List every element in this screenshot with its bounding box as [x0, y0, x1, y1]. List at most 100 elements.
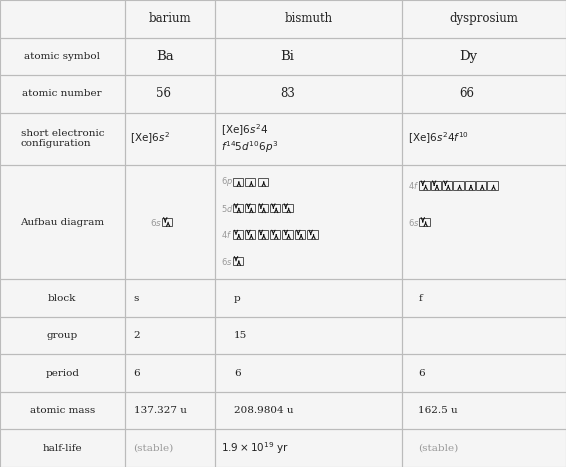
Bar: [442, 181, 452, 190]
Text: atomic symbol: atomic symbol: [24, 52, 100, 61]
Bar: [0, 430, 125, 467]
Bar: [0, 165, 125, 279]
Text: $5d$: $5d$: [221, 203, 233, 214]
Text: barium: barium: [148, 12, 191, 25]
Bar: [215, 279, 402, 317]
Text: group: group: [46, 331, 78, 340]
Text: (stable): (stable): [134, 444, 174, 453]
Bar: [215, 392, 402, 430]
Bar: [215, 37, 402, 75]
Text: Ba: Ba: [156, 50, 174, 63]
Bar: [402, 75, 566, 113]
Text: $6s$: $6s$: [221, 255, 232, 267]
Text: (stable): (stable): [418, 444, 458, 453]
Bar: [431, 181, 441, 190]
Bar: [215, 165, 402, 279]
Text: block: block: [48, 294, 76, 303]
Bar: [419, 218, 430, 226]
Bar: [258, 204, 268, 212]
Bar: [270, 230, 280, 239]
Bar: [0, 37, 125, 75]
Bar: [270, 204, 280, 212]
Bar: [402, 0, 566, 37]
Text: atomic mass: atomic mass: [29, 406, 95, 415]
Bar: [0, 317, 125, 354]
Bar: [465, 181, 475, 190]
Text: $4f$: $4f$: [221, 229, 232, 240]
Bar: [402, 113, 566, 165]
Bar: [476, 181, 486, 190]
Text: f: f: [418, 294, 422, 303]
Bar: [295, 230, 305, 239]
Bar: [125, 0, 215, 37]
Text: 15: 15: [234, 331, 247, 340]
Text: 66: 66: [460, 87, 474, 100]
Text: Dy: Dy: [460, 50, 478, 63]
Bar: [245, 230, 255, 239]
Bar: [402, 37, 566, 75]
Bar: [233, 178, 243, 186]
Text: $4f$: $4f$: [408, 180, 419, 191]
Text: bismuth: bismuth: [284, 12, 333, 25]
Bar: [215, 354, 402, 392]
Bar: [0, 279, 125, 317]
Bar: [245, 204, 255, 212]
Bar: [215, 430, 402, 467]
Bar: [258, 178, 268, 186]
Bar: [215, 317, 402, 354]
Bar: [215, 0, 402, 37]
Bar: [453, 181, 464, 190]
Bar: [233, 257, 243, 265]
Bar: [125, 354, 215, 392]
Bar: [0, 0, 125, 37]
Bar: [233, 204, 243, 212]
Text: $6s$: $6s$: [408, 217, 419, 227]
Bar: [402, 317, 566, 354]
Text: 162.5 u: 162.5 u: [418, 406, 458, 415]
Bar: [0, 392, 125, 430]
Text: $1.9\times10^{19}\ \mathrm{yr}$: $1.9\times10^{19}\ \mathrm{yr}$: [221, 440, 289, 456]
Text: period: period: [45, 368, 79, 378]
Bar: [0, 75, 125, 113]
Bar: [125, 317, 215, 354]
Text: 2: 2: [134, 331, 140, 340]
Bar: [125, 279, 215, 317]
Bar: [0, 354, 125, 392]
Bar: [215, 75, 402, 113]
Bar: [125, 430, 215, 467]
Bar: [402, 430, 566, 467]
Text: 6: 6: [234, 368, 241, 378]
Text: dysprosium: dysprosium: [449, 12, 518, 25]
Text: 6: 6: [134, 368, 140, 378]
Text: Aufbau diagram: Aufbau diagram: [20, 218, 104, 226]
Text: 6: 6: [418, 368, 425, 378]
Text: atomic number: atomic number: [23, 89, 102, 99]
Bar: [125, 37, 215, 75]
Bar: [215, 113, 402, 165]
Bar: [419, 181, 430, 190]
Text: 83: 83: [281, 87, 295, 100]
Bar: [245, 178, 255, 186]
Bar: [258, 230, 268, 239]
Text: Bi: Bi: [281, 50, 294, 63]
Text: 137.327 u: 137.327 u: [134, 406, 186, 415]
Bar: [402, 354, 566, 392]
Bar: [162, 218, 172, 226]
Text: short electronic
configuration: short electronic configuration: [20, 129, 104, 149]
Bar: [402, 165, 566, 279]
Bar: [402, 279, 566, 317]
Bar: [125, 392, 215, 430]
Text: $6s$: $6s$: [150, 217, 162, 227]
Bar: [125, 75, 215, 113]
Text: s: s: [134, 294, 139, 303]
Bar: [402, 392, 566, 430]
Bar: [282, 204, 293, 212]
Bar: [307, 230, 318, 239]
Bar: [0, 113, 125, 165]
Text: 208.9804 u: 208.9804 u: [234, 406, 293, 415]
Bar: [487, 181, 498, 190]
Bar: [125, 165, 215, 279]
Text: $f^{14}5d^{10}6p^3$: $f^{14}5d^{10}6p^3$: [221, 139, 278, 155]
Text: half-life: half-life: [42, 444, 82, 453]
Text: $6p$: $6p$: [221, 176, 233, 188]
